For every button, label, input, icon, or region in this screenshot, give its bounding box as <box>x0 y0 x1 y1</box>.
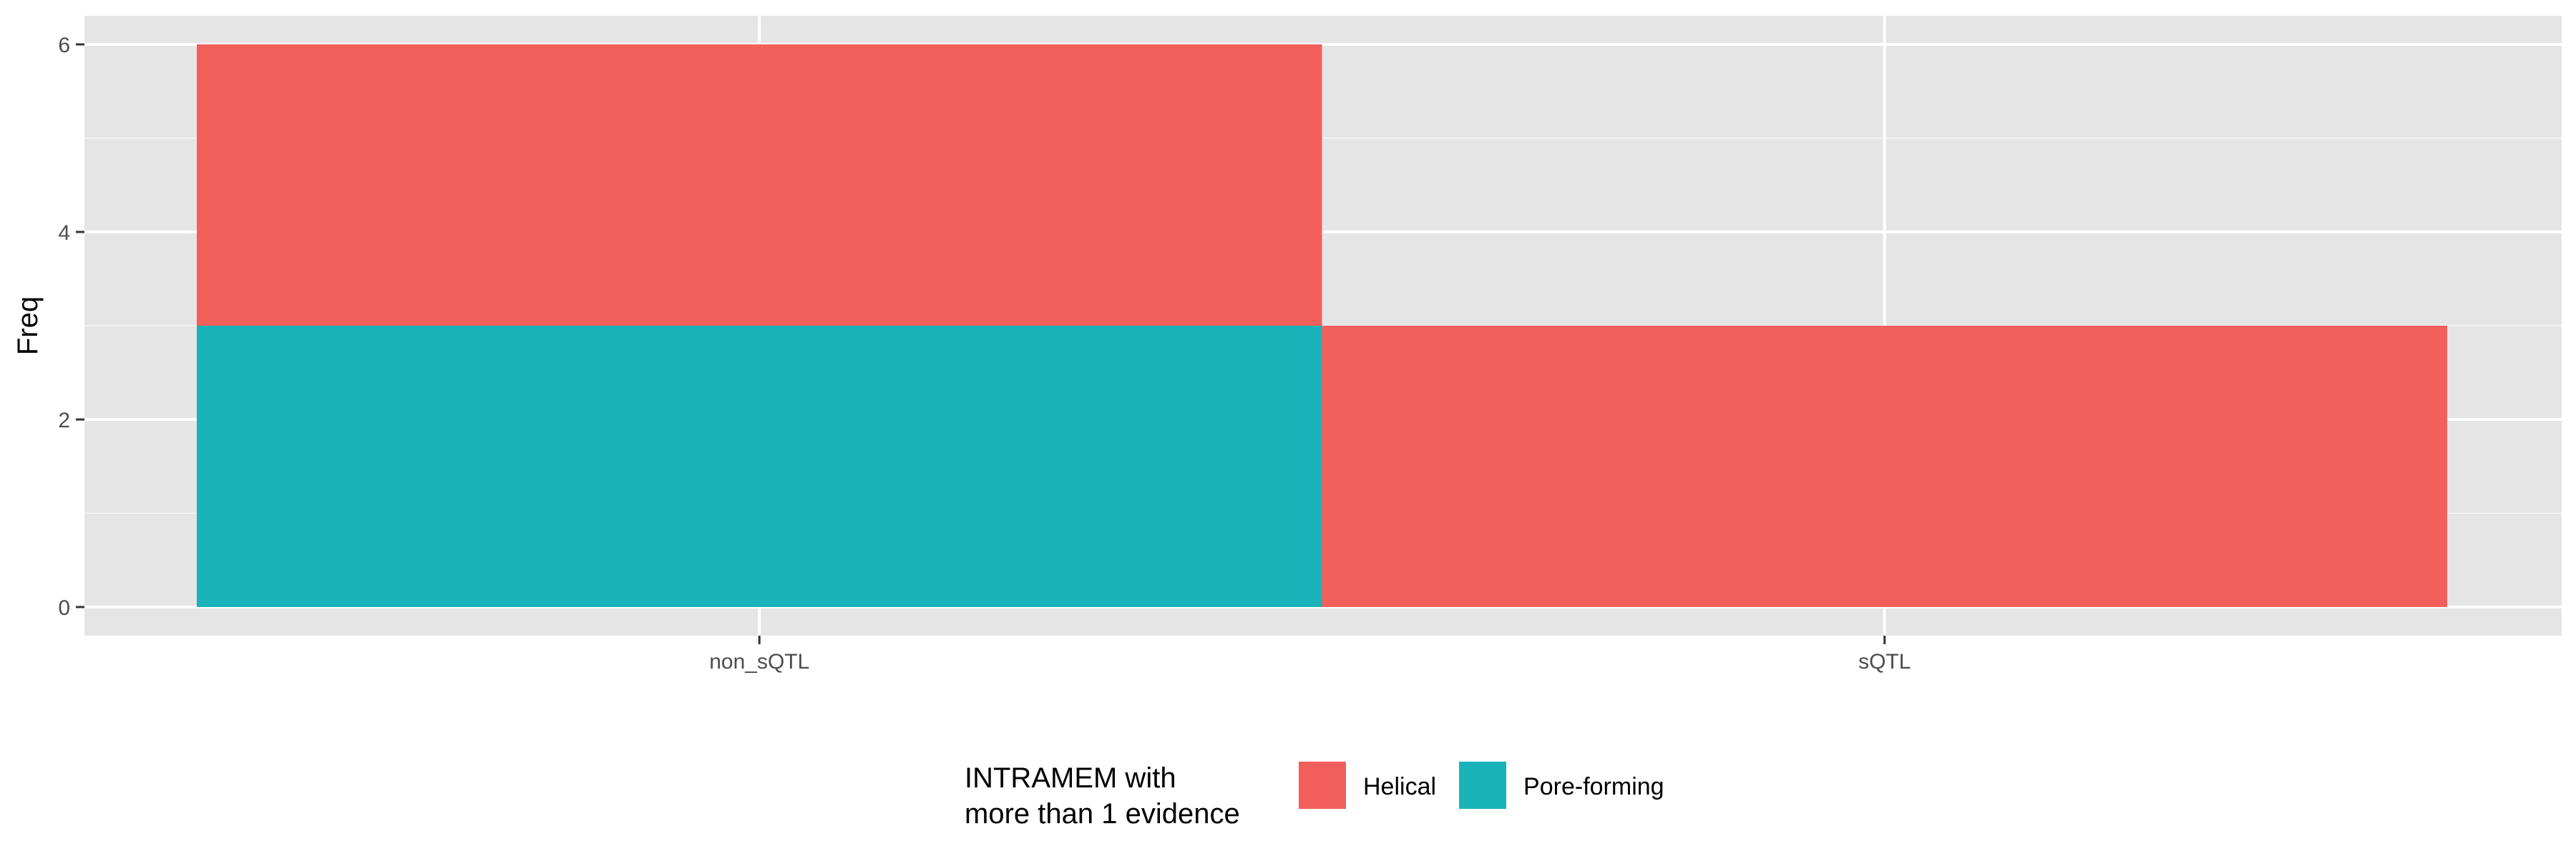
y-tick-label: 2 <box>58 409 70 432</box>
y-tick-label: 0 <box>58 596 70 620</box>
legend-key-pore-forming <box>1459 762 1507 809</box>
legend-key-helical <box>1299 762 1346 809</box>
y-axis-title: Freq <box>12 296 44 355</box>
legend: INTRAMEM with more than 1 evidence Helic… <box>965 762 1664 830</box>
legend-label-pore-forming: Pore-forming <box>1523 773 1664 800</box>
x-axis: non_sQTL sQTL <box>709 636 1911 674</box>
legend-keys: Helical Pore-forming <box>1299 762 1664 809</box>
legend-title-line-1: INTRAMEM with <box>965 762 1176 794</box>
y-tick-label: 4 <box>58 221 70 245</box>
y-axis: 0 2 4 6 <box>58 34 84 620</box>
bar-pore-forming-non-sqtl <box>197 326 1322 607</box>
legend-label-helical: Helical <box>1363 773 1436 800</box>
bar-helical-sqtl <box>1322 326 2447 607</box>
bars <box>197 44 2447 607</box>
bar-helical-non-sqtl <box>197 44 1322 326</box>
x-tick-label: sQTL <box>1858 650 1911 674</box>
legend-title-line-2: more than 1 evidence <box>965 798 1240 830</box>
x-tick-label: non_sQTL <box>709 650 809 674</box>
y-tick-label: 6 <box>58 34 70 57</box>
